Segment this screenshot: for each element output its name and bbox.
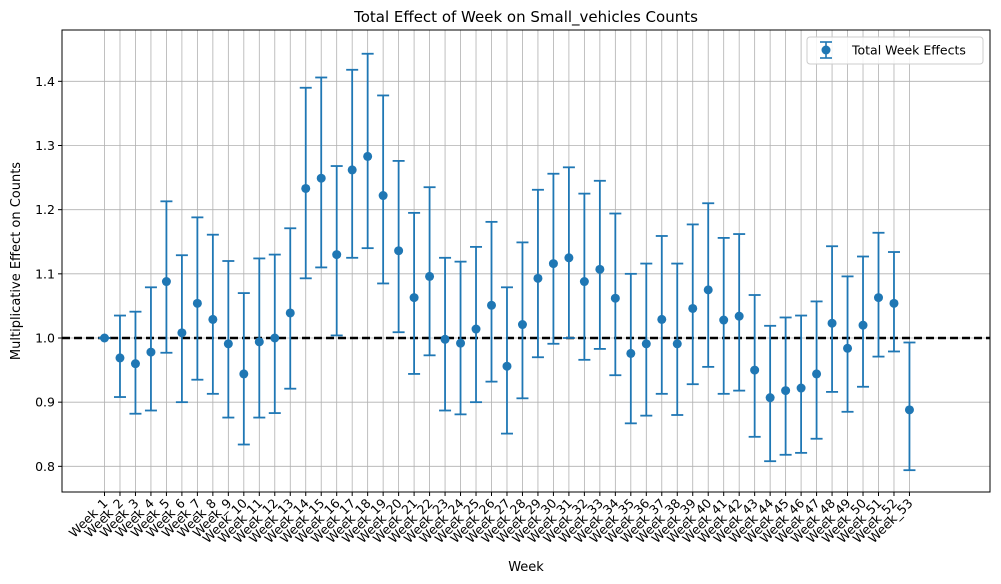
data-point bbox=[765, 393, 775, 403]
data-point bbox=[456, 338, 466, 348]
data-point bbox=[239, 369, 249, 379]
chart-title: Total Effect of Week on Small_vehicles C… bbox=[353, 8, 698, 27]
y-axis-label: Multiplicative Effect on Counts bbox=[9, 162, 24, 360]
data-point bbox=[889, 298, 899, 308]
data-point bbox=[409, 293, 419, 303]
data-point bbox=[564, 253, 574, 263]
data-point bbox=[579, 277, 589, 287]
data-point bbox=[332, 250, 342, 260]
data-point bbox=[502, 361, 512, 371]
y-tick-label: 1.2 bbox=[35, 202, 55, 217]
data-point bbox=[254, 337, 264, 347]
data-point bbox=[177, 328, 187, 338]
data-point bbox=[130, 359, 140, 369]
data-point bbox=[115, 353, 125, 363]
data-point bbox=[626, 348, 636, 358]
data-point bbox=[657, 314, 667, 324]
data-point bbox=[471, 324, 481, 334]
data-point bbox=[548, 259, 558, 269]
data-point bbox=[703, 285, 713, 295]
data-point bbox=[904, 405, 914, 415]
data-point bbox=[827, 318, 837, 328]
data-point bbox=[595, 264, 605, 274]
legend-box bbox=[806, 36, 984, 65]
data-point bbox=[347, 165, 357, 175]
plot-frame bbox=[61, 29, 991, 493]
y-tick-label: 0.9 bbox=[35, 395, 55, 410]
y-tick-label: 1.1 bbox=[35, 266, 55, 281]
data-points bbox=[100, 151, 914, 415]
data-point bbox=[161, 277, 171, 287]
data-point bbox=[874, 293, 883, 303]
data-point bbox=[750, 365, 760, 375]
data-point bbox=[719, 315, 729, 325]
data-point bbox=[316, 173, 326, 183]
data-point bbox=[672, 339, 682, 349]
data-point bbox=[487, 300, 496, 310]
data-point bbox=[394, 246, 404, 256]
data-point bbox=[517, 320, 527, 330]
data-point bbox=[781, 386, 791, 396]
legend-label: Total Week Effects bbox=[851, 43, 966, 58]
data-point bbox=[301, 183, 311, 193]
x-axis-ticks: Week_1Week_2Week_3Week_4Week_5Week_6Week… bbox=[66, 492, 916, 546]
data-point bbox=[610, 293, 620, 303]
data-point bbox=[363, 151, 373, 161]
data-point bbox=[378, 191, 388, 201]
y-tick-label: 0.8 bbox=[35, 459, 55, 474]
data-point bbox=[734, 311, 744, 321]
data-point bbox=[192, 298, 202, 308]
y-tick-label: 1.4 bbox=[35, 74, 55, 89]
legend: Total Week Effects bbox=[806, 36, 984, 65]
data-point bbox=[223, 339, 233, 349]
data-point bbox=[270, 333, 280, 343]
data-point bbox=[285, 308, 295, 318]
data-point bbox=[440, 334, 450, 344]
data-point bbox=[208, 314, 218, 324]
data-point bbox=[858, 320, 868, 330]
y-tick-label: 1.0 bbox=[35, 331, 55, 346]
data-point bbox=[843, 343, 853, 353]
data-point bbox=[688, 303, 698, 313]
y-axis-ticks: 0.8 0.9 1.0 1.1 1.2 1.3 1.4 bbox=[35, 74, 62, 474]
data-point bbox=[425, 271, 435, 281]
data-point bbox=[796, 383, 806, 393]
x-axis-label: Week bbox=[508, 560, 544, 575]
y-tick-label: 1.3 bbox=[35, 138, 55, 153]
data-point bbox=[812, 369, 822, 379]
data-point bbox=[533, 273, 543, 283]
legend-marker-point bbox=[821, 45, 831, 55]
data-point bbox=[146, 347, 156, 357]
data-point bbox=[100, 333, 109, 343]
data-point bbox=[641, 339, 651, 349]
